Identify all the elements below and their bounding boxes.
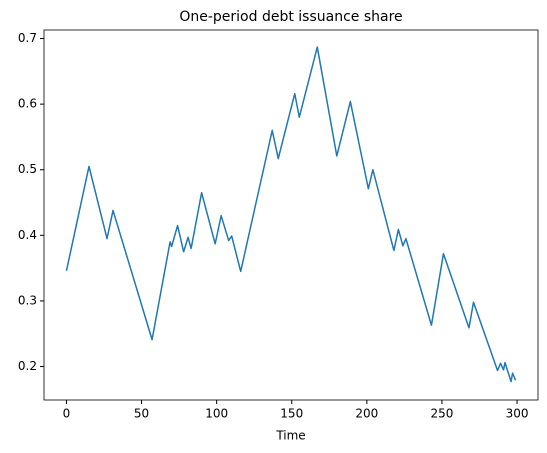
x-axis-label: Time (275, 429, 305, 443)
y-tick-label: 0.7 (18, 31, 37, 45)
y-tick-label: 0.6 (18, 97, 37, 111)
axes-frame (43, 29, 539, 401)
x-tick-label: 50 (134, 407, 149, 421)
x-tick-label: 250 (430, 407, 453, 421)
x-tick-label: 0 (63, 407, 71, 421)
x-tick-label: 300 (506, 407, 529, 421)
data-line (65, 46, 517, 383)
x-tick-label: 200 (355, 407, 378, 421)
y-tick-label: 0.2 (18, 359, 37, 373)
chart-title: One-period debt issuance share (179, 9, 402, 25)
y-tick-label: 0.5 (18, 162, 37, 176)
x-tick-label: 150 (280, 407, 303, 421)
y-tick-label: 0.3 (18, 293, 37, 307)
y-tick-label: 0.4 (18, 228, 37, 242)
x-tick-label: 100 (205, 407, 228, 421)
